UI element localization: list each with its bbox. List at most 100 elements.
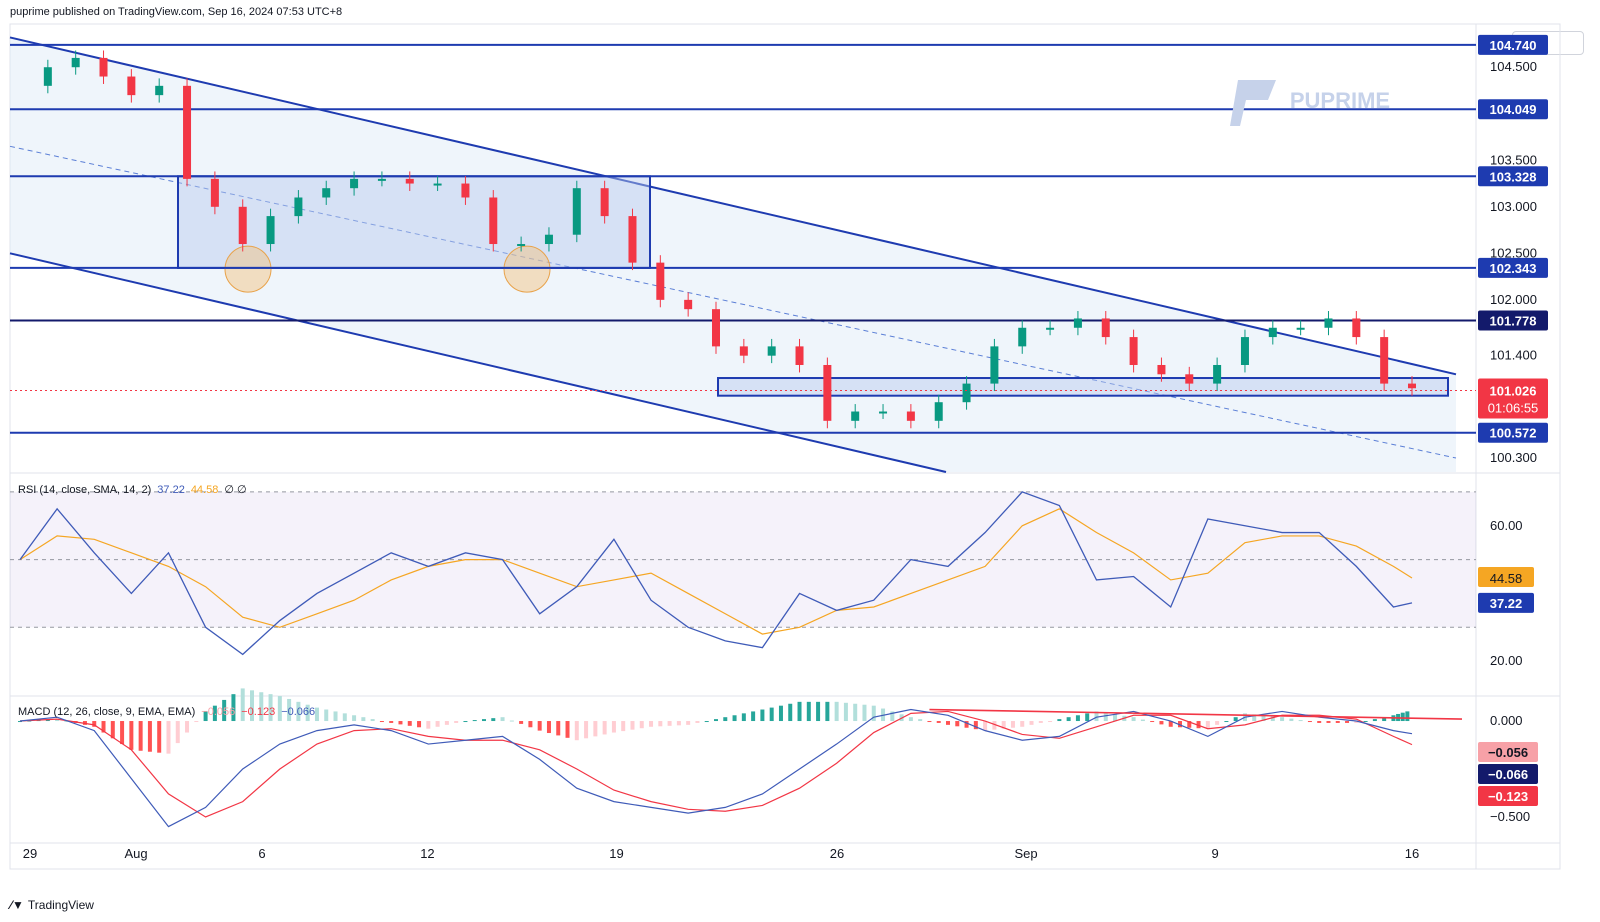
- candle-body-40: [1129, 337, 1138, 365]
- macd-hist-bar-7-3: [305, 704, 310, 722]
- macd-hist-bar-35-3: [1345, 721, 1350, 723]
- macd-hist-bar-26-2: [1001, 721, 1006, 729]
- rsi-sma-line: [19, 508, 1413, 635]
- macd-hist-bar-30-1: [1140, 719, 1145, 722]
- macd-badge-label-macd_value: −0.066: [1488, 767, 1528, 782]
- candle-body-20: [572, 188, 581, 235]
- macd-hist-bar-6-0: [240, 688, 245, 722]
- macd-hist-bar-9-1: [361, 717, 366, 722]
- macd-badge-signal_value: [1478, 786, 1538, 806]
- macd-hist-bar-19-3: [751, 711, 756, 722]
- macd-legend-signal: −0.123: [241, 706, 276, 718]
- time-tick-4: 19: [609, 846, 623, 861]
- macd-hist-bar-8-0: [314, 707, 319, 722]
- candle-body-45: [1268, 327, 1277, 338]
- candle-body-18: [517, 244, 526, 247]
- macd-hist-bar-0-0: [18, 721, 22, 723]
- macd-hist-bar-37-3: [1405, 711, 1410, 722]
- candle-body-9: [266, 216, 275, 245]
- macd-hist-bar-12-3: [491, 718, 496, 722]
- candle-body-15: [433, 183, 442, 186]
- candle-body-28: [795, 346, 804, 365]
- candle-body-43: [1213, 364, 1222, 384]
- macd-hist-bar-28-0: [1057, 719, 1062, 722]
- candle-body-19: [544, 234, 553, 245]
- macd-hist-bar-2-2: [110, 721, 115, 739]
- macd-hist-bar-5-1: [212, 705, 217, 722]
- level-label-2: 103.328: [1490, 169, 1537, 184]
- candle-body-24: [684, 299, 693, 310]
- macd-hist-bar-34-0: [1280, 717, 1285, 722]
- macd-hist-bar-29-1: [1103, 712, 1108, 722]
- macd-hist-bar-18-0: [686, 721, 691, 725]
- macd-hist-bar-9-2: [370, 719, 375, 722]
- time-tick-0: 29: [23, 846, 37, 861]
- macd-hist-bar-22-2: [853, 703, 858, 722]
- rsi-tick-1: 20.00: [1490, 653, 1523, 668]
- rsi-sma-badge-label: 44.58: [1490, 571, 1523, 586]
- macd-hist-bar-13-2: [519, 721, 524, 724]
- tradingview-brand: TradingView: [27, 898, 94, 912]
- candle-body-30: [851, 411, 860, 421]
- macd-hist-bar-24-3: [936, 721, 941, 723]
- macd-hist-bar-28-3: [1085, 713, 1090, 722]
- macd-hist-bar-28-2: [1075, 715, 1080, 722]
- macd-hist-bar-16-0: [611, 721, 616, 733]
- candle-body-34: [962, 383, 971, 403]
- macd-hist-bar-22-0: [834, 701, 839, 722]
- candle-body-31: [879, 411, 888, 414]
- macd-hist-bar-19-1: [732, 715, 737, 722]
- macd-hist-bar-2-1: [101, 721, 106, 733]
- macd-hist-bar-20-3: [788, 703, 793, 722]
- macd-hist-bar-3-3: [157, 721, 162, 753]
- macd-hist-bar-34-1: [1289, 718, 1294, 722]
- macd-hist-bar-10-3: [417, 721, 422, 728]
- price-tick-2: 103.000: [1490, 199, 1537, 214]
- macd-hist-bar-13-3: [528, 721, 533, 728]
- price-tick-6: 100.300: [1490, 450, 1537, 465]
- price-tick-4: 102.000: [1490, 292, 1537, 307]
- time-tick-6: Sep: [1014, 846, 1037, 861]
- macd-hist-bar-9-0: [352, 715, 357, 722]
- price-tick-1: 103.500: [1490, 152, 1537, 167]
- candle-body-23: [656, 262, 665, 300]
- macd-hist-bar-6-3: [268, 694, 273, 722]
- time-tick-8: 16: [1405, 846, 1419, 861]
- macd-hist-bar-24-2: [927, 721, 932, 723]
- channel-upper-line: [9, 36, 1457, 376]
- tradingview-logo[interactable]: ⁄▼ TradingView: [10, 898, 94, 912]
- channel-lower-line: [9, 252, 947, 473]
- chart-frame: [9, 23, 1561, 870]
- rsi-line: [19, 491, 1413, 656]
- macd-hist-bar-5-2: [222, 699, 227, 722]
- macd-hist-bar-29-0: [1094, 711, 1099, 722]
- rsi-legend-title: RSI (14, close, SMA, 14, 2): [18, 484, 152, 496]
- macd-hist-bar-11-0: [426, 721, 431, 729]
- macd-hist-bar-20-2: [778, 705, 783, 722]
- candle-body-1: [43, 67, 52, 86]
- macd-hist-bar-2-3: [120, 721, 125, 745]
- current-price-label: 101.026: [1490, 383, 1537, 398]
- macd-hist-bar-3-2: [147, 721, 152, 752]
- macd-hist-bar-5-3: [231, 694, 236, 722]
- macd-hist-bar-4-2: [185, 721, 190, 733]
- candle-body-41: [1157, 364, 1166, 375]
- macd-hist-bar-8-1: [324, 709, 329, 722]
- macd-hist-bar-7-0: [277, 696, 282, 722]
- macd-hist-bar-34-2: [1298, 720, 1303, 722]
- price-tick-0: 104.500: [1490, 59, 1537, 74]
- candle-body-37: [1046, 327, 1055, 330]
- candle-body-3: [99, 57, 108, 77]
- level-badge-4: [1478, 310, 1548, 331]
- candle-body-11: [322, 188, 331, 198]
- macd-badge-hist_value: [1478, 742, 1538, 762]
- macd-tick-1: −0.500: [1490, 809, 1530, 824]
- macd-hist-bar-4-0: [166, 721, 171, 754]
- candle-body-17: [489, 197, 498, 245]
- macd-hist-bar-25-0: [946, 721, 950, 725]
- macd-hist-bar-21-3: [825, 701, 830, 722]
- candle-body-32: [906, 411, 915, 421]
- rsi-sma-badge: [1478, 566, 1534, 587]
- macd-hist-bar-8-2: [333, 711, 338, 722]
